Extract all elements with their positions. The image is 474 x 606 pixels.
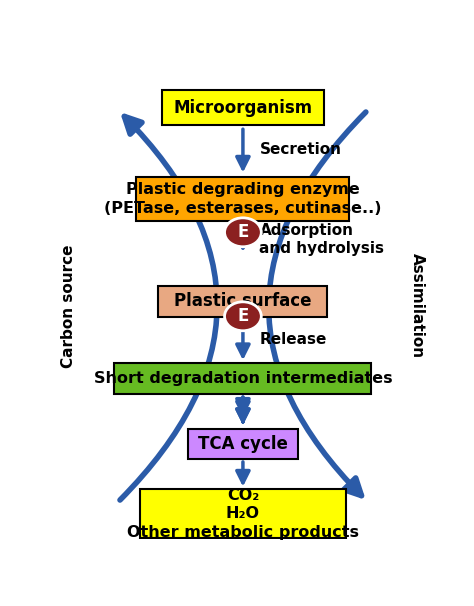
Ellipse shape (225, 218, 261, 247)
Text: Secretion: Secretion (259, 142, 341, 157)
Text: E: E (237, 307, 248, 325)
Text: E: E (237, 223, 248, 241)
Ellipse shape (225, 302, 261, 331)
FancyBboxPatch shape (137, 176, 349, 221)
FancyBboxPatch shape (158, 286, 328, 316)
Text: TCA cycle: TCA cycle (198, 435, 288, 453)
FancyArrowPatch shape (120, 116, 217, 500)
FancyBboxPatch shape (188, 428, 298, 459)
Text: Microorganism: Microorganism (173, 99, 312, 117)
Text: Assimilation: Assimilation (410, 253, 425, 359)
Text: Adsorption
and hydrolysis: Adsorption and hydrolysis (259, 223, 384, 256)
FancyBboxPatch shape (162, 90, 324, 125)
Text: Release: Release (259, 332, 327, 347)
Text: Short degradation intermediates: Short degradation intermediates (93, 371, 392, 386)
Text: CO₂
H₂O
Other metabolic products: CO₂ H₂O Other metabolic products (127, 488, 359, 540)
Text: Plastic surface: Plastic surface (174, 292, 312, 310)
Text: Carbon source: Carbon source (61, 244, 76, 368)
FancyBboxPatch shape (140, 489, 346, 538)
Text: Plastic degrading enzyme
(PETase, esterases, cutinase..): Plastic degrading enzyme (PETase, estera… (104, 182, 382, 216)
FancyArrowPatch shape (269, 112, 366, 496)
FancyBboxPatch shape (114, 363, 372, 393)
